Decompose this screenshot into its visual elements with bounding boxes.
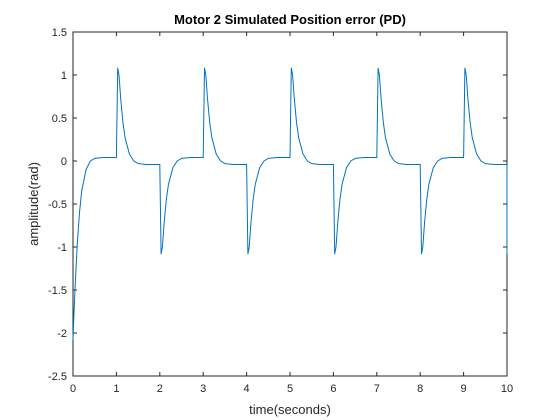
y-tick-label: -0.5 (48, 199, 67, 211)
x-axis-label: time(seconds) (249, 402, 331, 417)
y-tick-label: -1.5 (48, 285, 67, 297)
x-tick-label: 6 (330, 383, 336, 395)
x-tick-label: 3 (200, 383, 206, 395)
x-tick-label: 1 (113, 383, 119, 395)
x-tick-label: 9 (461, 383, 467, 395)
y-tick-label: 0.5 (52, 113, 67, 125)
x-tick-label: 0 (70, 383, 76, 395)
y-tick-label: -1 (57, 242, 67, 254)
y-tick-label: -2 (57, 328, 67, 340)
x-tick-label: 7 (374, 383, 380, 395)
chart-title: Motor 2 Simulated Position error (PD) (174, 12, 406, 27)
y-tick-label: 0 (61, 156, 67, 168)
x-tick-label: 4 (244, 383, 250, 395)
y-tick-label: 1 (61, 70, 67, 82)
y-tick-label: 1.5 (52, 27, 67, 39)
plot-area (73, 32, 507, 376)
x-tick-label: 10 (501, 383, 513, 395)
x-tick-label: 2 (157, 383, 163, 395)
y-tick-label: -2.5 (48, 371, 67, 383)
x-tick-label: 8 (417, 383, 423, 395)
x-tick-label: 5 (287, 383, 293, 395)
y-axis-label: amplitude(rad) (26, 162, 41, 246)
